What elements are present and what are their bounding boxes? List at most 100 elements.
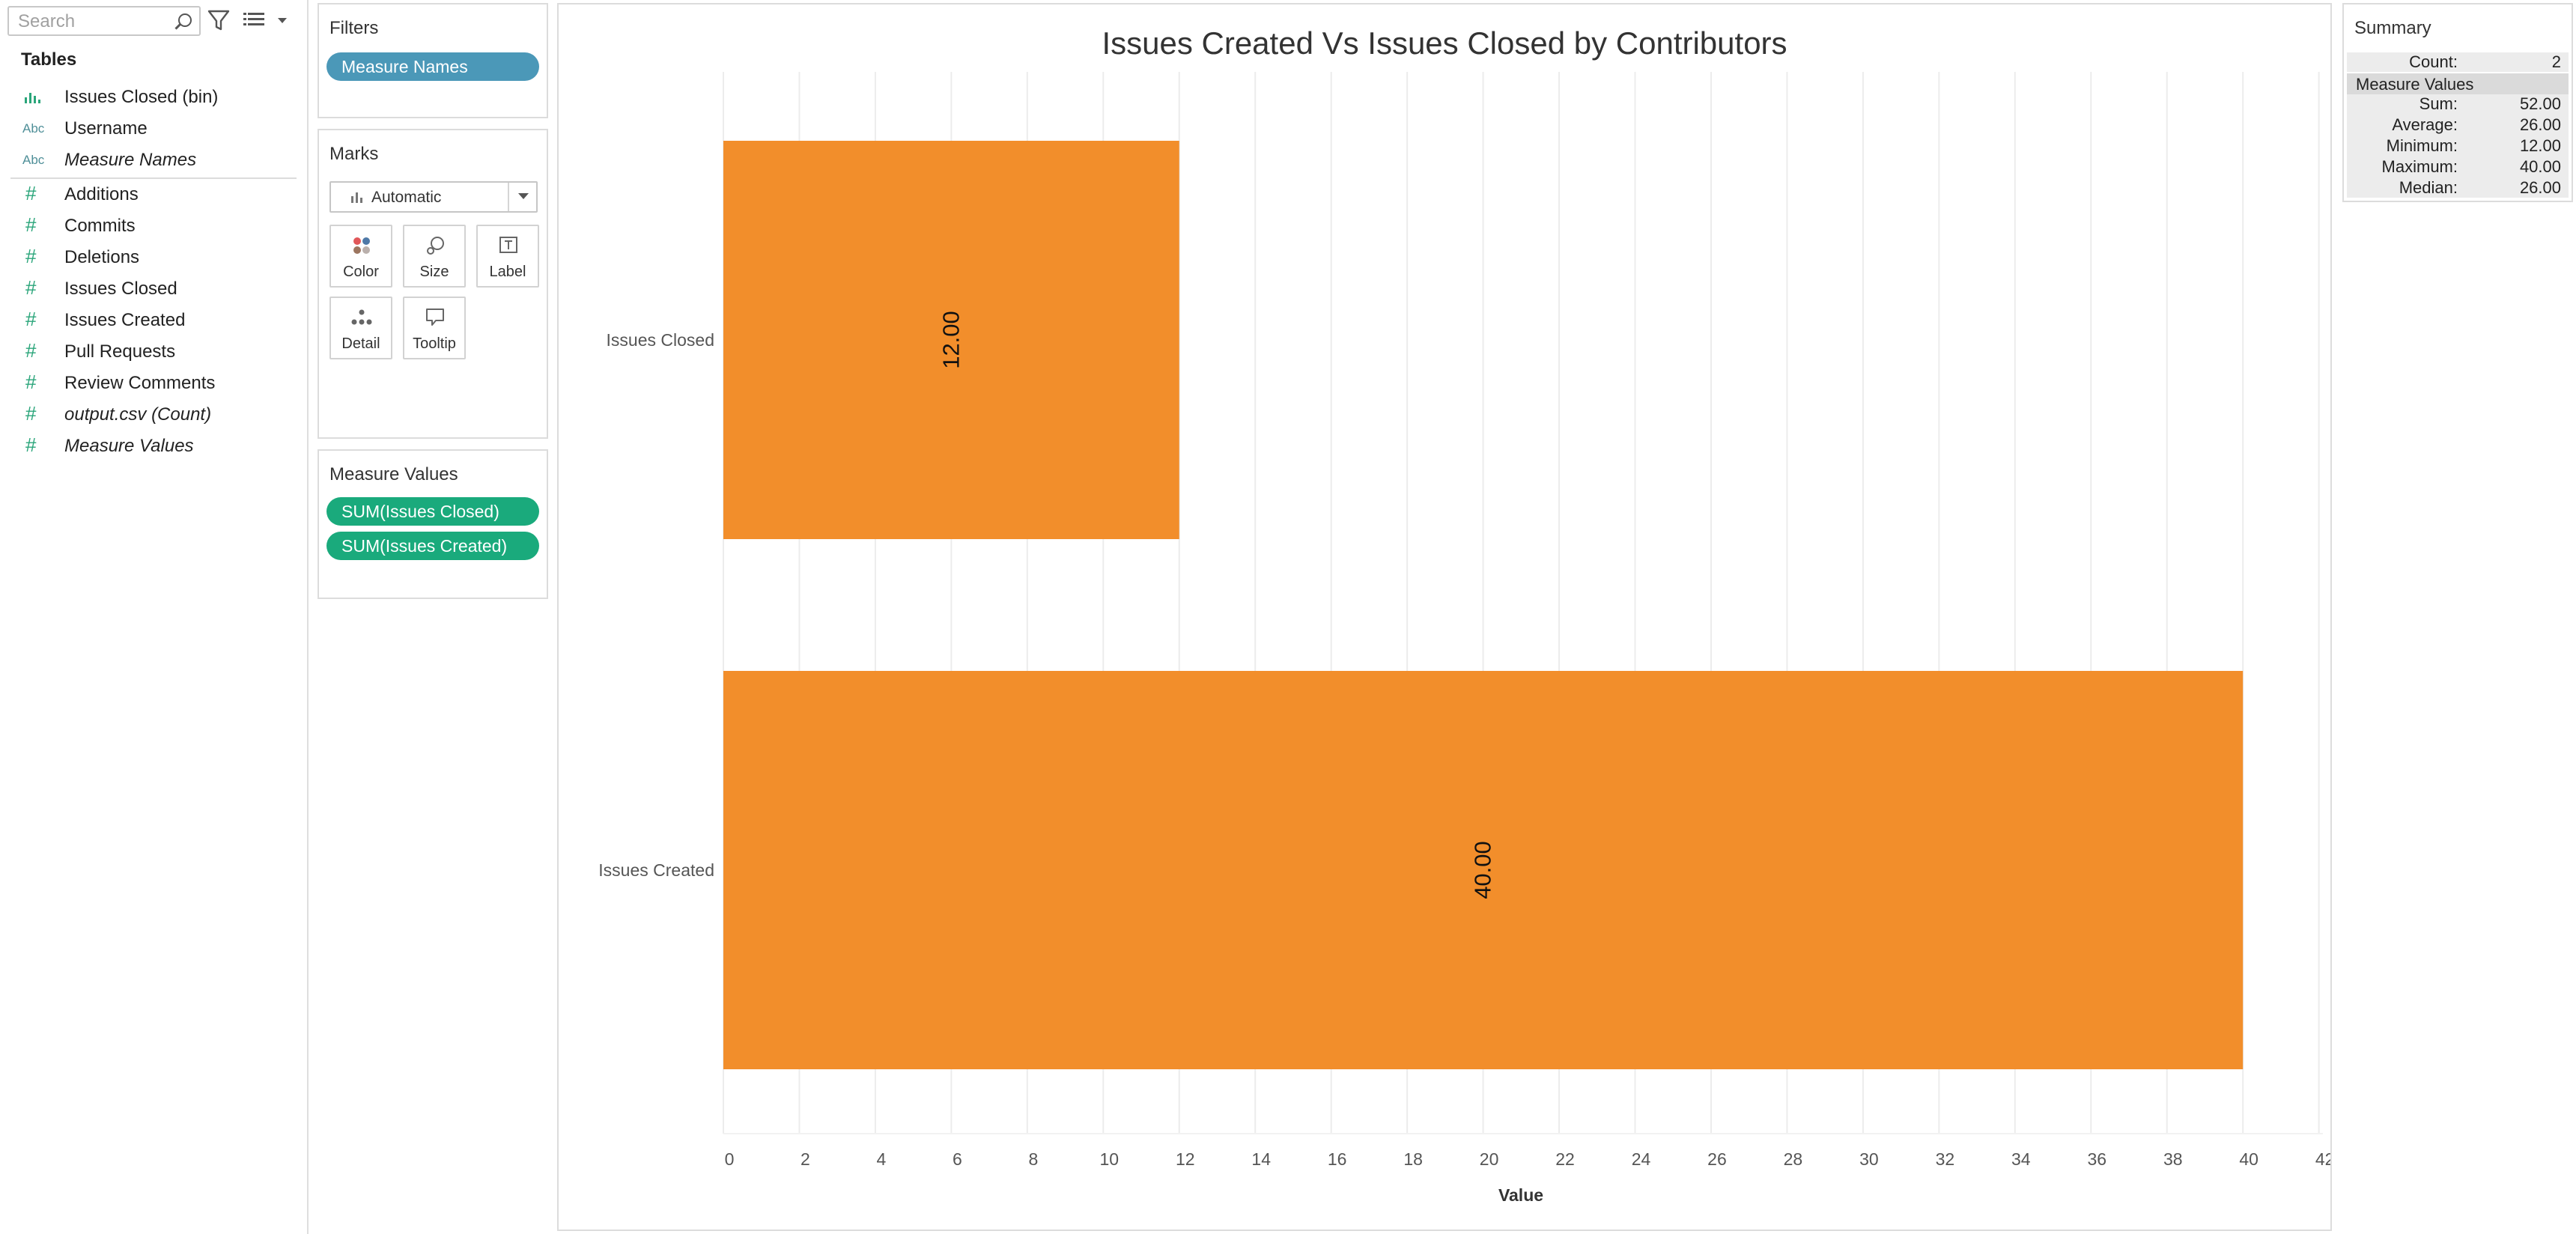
summary-row-average: Average: 26.00 — [2347, 115, 2569, 136]
summary-row-label: Sum: — [2419, 94, 2458, 113]
abc-string-icon: Abc — [22, 121, 45, 136]
tooltip-button[interactable]: Tooltip — [403, 297, 466, 359]
x-tick-label: 8 — [1028, 1149, 1038, 1169]
summary-mv-heading-text: Measure Values — [2356, 75, 2474, 94]
field-item[interactable]: # Additions — [0, 180, 300, 210]
size-button[interactable]: Size — [403, 225, 466, 288]
bar[interactable] — [723, 671, 2244, 1069]
tooltip-button-label: Tooltip — [413, 335, 456, 352]
data-label: 12.00 — [938, 311, 964, 369]
field-label: Issues Closed (bin) — [64, 87, 219, 107]
filter-funnel-icon[interactable] — [207, 7, 231, 33]
x-tick-label: 40 — [2239, 1149, 2258, 1169]
field-item[interactable]: # Review Comments — [0, 368, 300, 398]
field-item[interactable]: # Deletions — [0, 243, 300, 273]
measure-pill-issues-created[interactable]: SUM(Issues Created) — [326, 532, 539, 560]
field-item[interactable]: # Issues Closed — [0, 274, 300, 304]
summary-row-median: Median: 26.00 — [2347, 178, 2569, 199]
hash-number-icon: # — [25, 276, 37, 299]
color-dots-icon — [353, 237, 370, 254]
summary-row-value: 40.00 — [2519, 157, 2561, 176]
x-tick-label: 36 — [2087, 1149, 2106, 1169]
filters-shelf: Filters Measure Names — [318, 3, 548, 118]
field-item[interactable]: # Pull Requests — [0, 337, 300, 367]
mark-type-label: Automatic — [371, 189, 442, 206]
field-item[interactable]: # output.csv (Count) — [0, 400, 300, 430]
x-tick-label: 28 — [1784, 1149, 1803, 1169]
chart-title: Issues Created Vs Issues Closed by Contr… — [1102, 25, 1787, 61]
field-label: Username — [64, 118, 148, 139]
summary-title: Summary — [2354, 18, 2431, 38]
summary-row-label: Average: — [2392, 115, 2458, 134]
size-shapes-icon — [427, 237, 444, 255]
measure-values-shelf: Measure Values SUM(Issues Closed) SUM(Is… — [318, 449, 548, 599]
summary-row-minimum: Minimum: 12.00 — [2347, 136, 2569, 157]
x-tick-label: 26 — [1707, 1149, 1727, 1169]
summary-count-row: Count: 2 — [2347, 52, 2569, 72]
hash-number-icon: # — [25, 245, 37, 267]
x-tick-label: 10 — [1100, 1149, 1120, 1169]
search-input[interactable] — [16, 9, 177, 34]
x-tick-label: 12 — [1176, 1149, 1195, 1169]
summary-row-value: 26.00 — [2519, 178, 2561, 197]
marks-title: Marks — [329, 144, 379, 164]
field-item[interactable]: Abc Measure Names — [0, 145, 300, 175]
x-tick-label: 4 — [877, 1149, 887, 1169]
color-button-label: Color — [343, 264, 379, 280]
filter-pill-measure-names[interactable]: Measure Names — [326, 52, 539, 81]
data-pane: Tables Issues Closed (bin)AbcUsernameAbc… — [0, 0, 309, 1234]
detail-dots-icon — [351, 309, 372, 325]
x-tick-label: 30 — [1859, 1149, 1879, 1169]
tooltip-bubble-icon — [426, 308, 444, 326]
color-button[interactable]: Color — [329, 225, 392, 288]
x-tick-label: 32 — [1936, 1149, 1955, 1169]
x-tick-label: 18 — [1403, 1149, 1423, 1169]
label-button[interactable]: Label — [476, 225, 539, 288]
summary-row-label: Maximum: — [2381, 157, 2458, 176]
field-item[interactable]: # Issues Created — [0, 306, 300, 335]
search-icon[interactable] — [178, 13, 192, 27]
field-item[interactable]: Abc Username — [0, 114, 300, 144]
mark-type-dropdown[interactable]: Automatic — [329, 181, 538, 213]
x-tick-label: 24 — [1632, 1149, 1651, 1169]
search-field[interactable] — [7, 6, 201, 36]
size-button-label: Size — [419, 264, 449, 280]
summary-measure-values: Measure Values Sum: 52.00 Average: 26.00… — [2347, 73, 2569, 198]
chart-view: Issues Created Vs Issues Closed by Contr… — [557, 3, 2332, 1231]
x-tick-label: 22 — [1555, 1149, 1575, 1169]
list-view-icon[interactable] — [241, 9, 267, 30]
x-tick-label: 20 — [1480, 1149, 1499, 1169]
hash-number-icon: # — [25, 213, 37, 236]
field-label: Deletions — [64, 247, 140, 267]
summary-card: Summary Count: 2 Measure Values Sum: 52.… — [2342, 3, 2573, 202]
x-tick-label: 6 — [953, 1149, 962, 1169]
chevron-down-icon[interactable] — [274, 12, 291, 28]
field-label: output.csv (Count) — [64, 404, 212, 425]
field-item[interactable]: # Commits — [0, 211, 300, 241]
measure-pill-issues-closed[interactable]: SUM(Issues Closed) — [326, 497, 539, 526]
summary-row-label: Minimum: — [2386, 136, 2458, 155]
detail-button-label: Detail — [341, 335, 380, 352]
field-item[interactable]: Issues Closed (bin) — [0, 82, 300, 112]
detail-button[interactable]: Detail — [329, 297, 392, 359]
x-tick-label: 0 — [725, 1149, 735, 1169]
summary-count-value: 2 — [2551, 52, 2561, 71]
summary-row-value: 12.00 — [2519, 136, 2561, 155]
category-label: Issues Closed — [607, 330, 714, 350]
field-item[interactable]: # Measure Values — [0, 431, 300, 461]
bin-bar-icon — [22, 88, 48, 106]
field-label: Commits — [64, 216, 136, 236]
marks-card: Marks Automatic Color Size Label — [318, 129, 548, 439]
category-label: Issues Created — [598, 860, 714, 880]
field-label: Additions — [64, 184, 139, 204]
bar[interactable] — [723, 141, 1179, 539]
field-label: Issues Created — [64, 310, 186, 330]
hash-number-icon: # — [25, 339, 37, 362]
label-button-label: Label — [489, 264, 526, 280]
summary-row-label: Median: — [2399, 178, 2458, 197]
abc-string-icon: Abc — [22, 153, 45, 167]
field-label: Measure Values — [64, 436, 194, 456]
summary-row-value: 26.00 — [2519, 115, 2561, 134]
hash-number-icon: # — [25, 402, 37, 425]
